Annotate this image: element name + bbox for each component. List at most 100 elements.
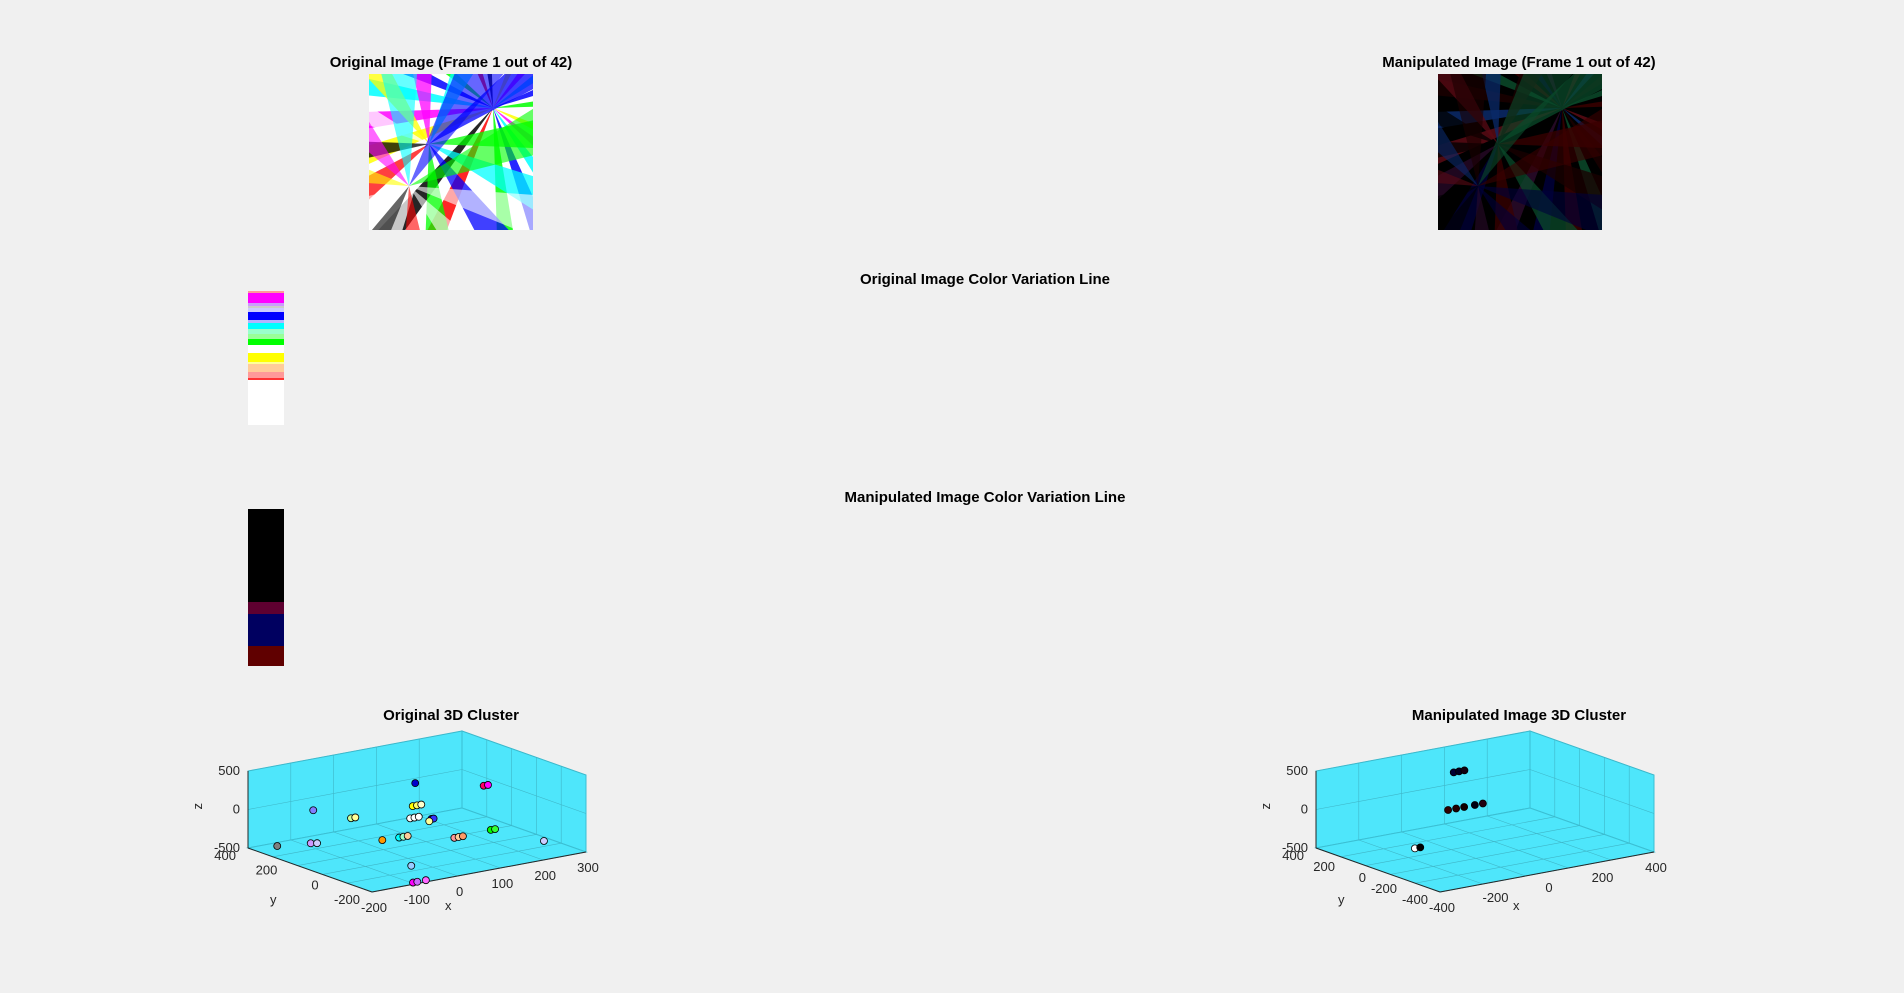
color-strip-segment — [248, 320, 284, 323]
cluster-point — [411, 779, 420, 788]
starburst-wedge — [1438, 169, 1478, 186]
starburst-wedge — [1450, 74, 1487, 186]
y-tick-label: -400 — [1402, 892, 1428, 907]
y-axis-line — [247, 847, 373, 893]
cluster-point — [1470, 801, 1479, 809]
x-tick-label: -100 — [404, 892, 430, 907]
cluster-point — [421, 876, 430, 885]
x-tick-label: 0 — [456, 884, 463, 899]
cluster-point — [417, 800, 426, 809]
grid-line — [297, 825, 512, 866]
grid-line — [322, 834, 537, 875]
starburst-wedge — [381, 74, 418, 186]
manip-cluster-title: Manipulated Image 3D Cluster — [1411, 707, 1627, 724]
starburst-wedge — [1438, 186, 1478, 211]
z-tick-label: 500 — [218, 763, 240, 778]
grid-line — [1358, 839, 1483, 885]
grid-line — [1390, 834, 1605, 875]
cluster-point — [491, 825, 499, 833]
z-axis-label: z — [1258, 803, 1273, 810]
color-strip-segment — [248, 334, 284, 339]
x-tick-label: -200 — [1482, 890, 1508, 905]
cluster-point — [414, 812, 423, 821]
grid-line — [1415, 842, 1630, 884]
x-tick-label: -400 — [1429, 900, 1455, 915]
x-axis-line — [371, 851, 587, 893]
cluster-point — [273, 842, 282, 850]
color-strip-segment — [248, 323, 284, 329]
y-tick-label: 200 — [256, 863, 278, 878]
starburst-wedge — [1562, 108, 1602, 230]
color-strip-segment — [248, 329, 284, 334]
grid-line — [1315, 769, 1655, 814]
color-strip-segment — [248, 353, 284, 362]
cluster-point — [309, 806, 318, 815]
color-strip-segment — [248, 372, 284, 378]
x-tick-label: 0 — [1545, 880, 1552, 895]
cluster-point — [484, 781, 492, 789]
starburst-wedge — [405, 186, 420, 230]
starburst-wedge — [1562, 108, 1602, 118]
grid-line — [247, 730, 587, 776]
y-axis-label: y — [270, 892, 277, 907]
grid-line — [247, 769, 587, 814]
grid-line — [1444, 823, 1569, 869]
starburst-wedge — [409, 108, 533, 186]
starburst-wedge — [1562, 108, 1602, 146]
y-axis-label: y — [1338, 892, 1345, 907]
grid-line — [347, 842, 562, 884]
cluster-point — [1416, 843, 1425, 852]
color-strip-segment — [248, 614, 284, 646]
starburst-wedge — [493, 108, 533, 118]
cluster-point — [1460, 803, 1469, 811]
orig-cluster-title: Original 3D Cluster — [383, 707, 519, 724]
y-tick-label: 0 — [1359, 870, 1366, 885]
starburst-wedge — [409, 186, 462, 230]
starburst-wedge — [369, 186, 409, 211]
z-tick-label: 0 — [1301, 802, 1308, 817]
starburst-wedge — [493, 108, 533, 146]
starburst-wedge — [1474, 186, 1489, 230]
color-strip-segment — [248, 378, 284, 380]
z-axis-label: z — [190, 803, 205, 810]
starburst-wedge — [1478, 108, 1602, 186]
color-strip-segment — [248, 293, 284, 295]
manip-line-title: Manipulated Image Color Variation Line — [844, 489, 1126, 506]
x-tick-label: 200 — [534, 868, 556, 883]
starburst-wedge — [409, 74, 504, 186]
starburst-wedge — [1482, 74, 1501, 144]
starburst-wedge — [493, 108, 533, 130]
cluster-point — [378, 836, 387, 844]
starburst-wedge — [1562, 108, 1602, 130]
color-strip-segment — [248, 509, 284, 602]
starburst-wedge — [1438, 144, 1498, 200]
y-tick-label: 0 — [311, 877, 318, 892]
z-tick-label: 500 — [1286, 763, 1308, 778]
starburst-wedge — [371, 186, 409, 230]
starburst-wedge — [409, 186, 533, 230]
orig-line-title: Original Image Color Variation Line — [859, 271, 1111, 288]
original-3d-cluster-axes[interactable]: 500 0 -500 -200 -100 0 100 200 300 -200 0 200 400 x y z — [180, 728, 660, 928]
color-strip-segment — [248, 380, 284, 425]
color-strip-segment — [248, 602, 284, 614]
starburst-wedge — [493, 108, 533, 173]
color-strip-segment — [248, 306, 284, 308]
x-tick-label: -200 — [361, 900, 387, 915]
y-tick-label: -200 — [334, 892, 360, 907]
y-tick-label: 200 — [1313, 859, 1335, 874]
starburst-wedge — [369, 106, 429, 144]
cluster-point — [407, 861, 416, 870]
color-strip-segment — [248, 339, 284, 345]
starburst-wedge — [369, 121, 409, 186]
color-strip-segment — [248, 646, 284, 666]
starburst-wedge — [374, 144, 429, 230]
manipulated-3d-cluster-axes[interactable]: 500 0 -500 -400 -200 0 200 400 -400 -200 0 200 400 x y… — [1248, 728, 1728, 928]
cluster-point — [403, 832, 412, 840]
cluster-point — [1460, 766, 1469, 775]
starburst-wedge — [1438, 106, 1498, 144]
color-strip-segment — [248, 295, 284, 303]
cluster-point — [425, 817, 434, 826]
starburst-wedge — [1478, 186, 1531, 230]
color-strip-segment — [248, 312, 284, 320]
y-axis-line — [1315, 847, 1441, 893]
